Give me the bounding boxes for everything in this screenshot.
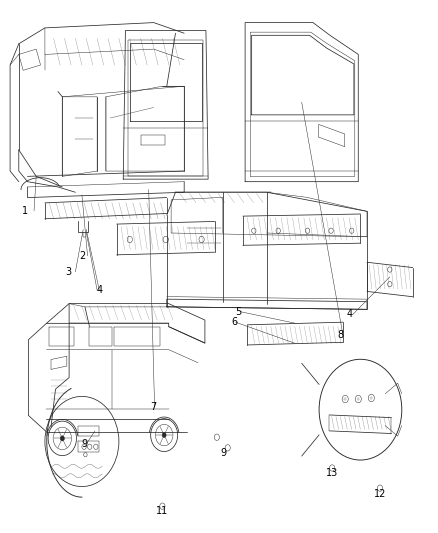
Text: 9: 9 (81, 439, 87, 449)
Text: 5: 5 (236, 306, 242, 317)
Text: 13: 13 (326, 469, 338, 478)
Text: 9: 9 (220, 448, 226, 458)
Circle shape (162, 433, 166, 438)
Text: 1: 1 (22, 206, 28, 216)
Text: 11: 11 (156, 506, 169, 516)
Text: 12: 12 (374, 489, 386, 499)
Text: 8: 8 (338, 330, 344, 341)
Text: 7: 7 (151, 402, 157, 412)
Text: 4: 4 (96, 285, 102, 295)
Text: 4: 4 (346, 309, 353, 319)
Text: 6: 6 (231, 317, 237, 327)
Text: 2: 2 (79, 251, 85, 261)
Circle shape (60, 436, 64, 441)
Text: 3: 3 (66, 267, 72, 277)
